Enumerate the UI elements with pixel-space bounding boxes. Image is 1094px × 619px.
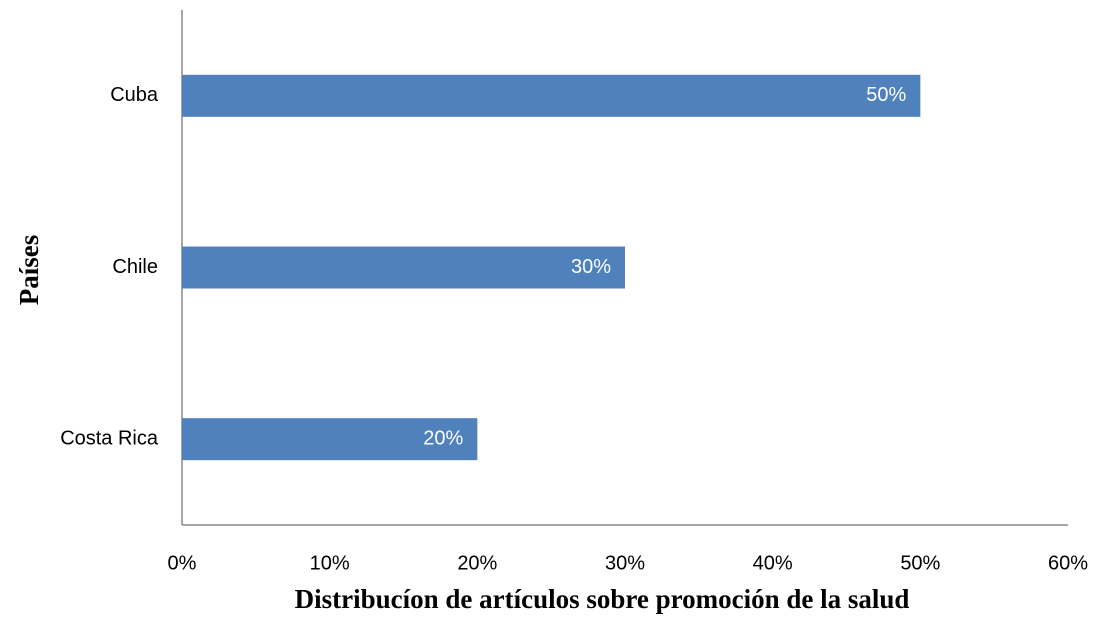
- y-tick-label: Costa Rica: [60, 427, 159, 449]
- bar: [182, 418, 478, 461]
- value-label: 50%: [866, 84, 906, 106]
- value-label: 20%: [423, 427, 463, 449]
- x-tick-label: 40%: [753, 552, 793, 574]
- bar: [182, 74, 921, 117]
- x-tick-label: 20%: [457, 552, 497, 574]
- y-tick-label: Cuba: [110, 84, 159, 106]
- y-tick-label: Chile: [112, 256, 158, 278]
- x-tick-label: 50%: [900, 552, 940, 574]
- y-axis-title: Países: [14, 235, 44, 306]
- x-tick-label: 10%: [310, 552, 350, 574]
- x-tick-label: 30%: [605, 552, 645, 574]
- x-tick-label: 0%: [168, 552, 197, 574]
- value-label: 30%: [571, 256, 611, 278]
- bar: [182, 246, 625, 289]
- x-axis-title: Distribucíon de artículos sobre promoció…: [295, 584, 910, 614]
- x-tick-label: 60%: [1048, 552, 1088, 574]
